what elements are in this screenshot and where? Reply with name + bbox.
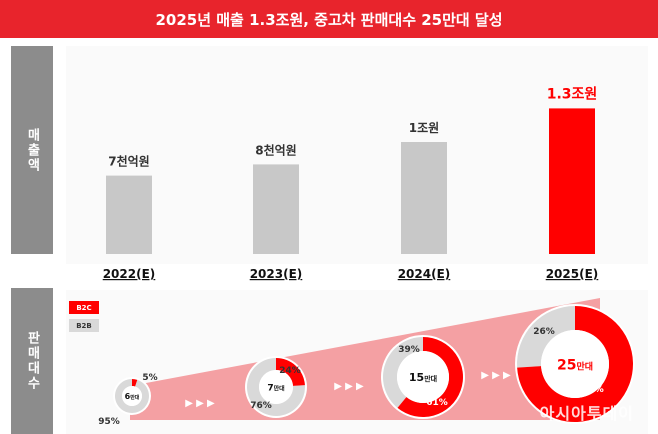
donut-hole — [541, 330, 609, 398]
bar-2022(E) — [106, 175, 152, 254]
donut-pct-label-b2b: 76% — [250, 401, 272, 411]
donut-center-label: 25만대 — [557, 357, 593, 373]
donut-hole — [259, 370, 293, 404]
donut-slice-b2c — [517, 306, 633, 423]
donut-pct-label-b2b: 39% — [398, 345, 420, 355]
donut-slice-b2b — [247, 358, 305, 416]
growth-arrow: ▶ ▶ ▶ — [334, 381, 364, 392]
bar-value-label: 1조원 — [409, 121, 439, 135]
bar-2024(E) — [401, 142, 447, 254]
donut-slice-b2b — [517, 306, 575, 368]
legend-b2b: B2B — [69, 319, 99, 332]
units-section-label: 판매대수 — [11, 288, 53, 434]
donut-pct-label-b2c: 5% — [142, 373, 157, 383]
donut-pct-label-b2b: 26% — [533, 327, 555, 337]
donut-slice-b2b — [383, 337, 423, 408]
donut-hole — [397, 351, 449, 403]
watermark: 아시아투데이 — [539, 404, 634, 423]
donut-center-label: 15만대 — [409, 371, 437, 384]
donut-center-label: 6만대 — [125, 392, 140, 401]
bar-2023(E) — [253, 164, 299, 254]
bar-value-label: 8천억원 — [255, 142, 296, 157]
donut-slice-b2c — [132, 379, 138, 387]
donut-hole — [122, 386, 142, 406]
legend-b2c: B2C — [69, 301, 99, 314]
page-title: 2025년 매출 1.3조원, 중고차 판매대수 25만대 달성 — [0, 0, 658, 38]
x-tick-label: 2024(E) — [398, 267, 451, 281]
donut-pct-label-b2b: 95% — [98, 417, 120, 427]
donut-pct-label-b2c: 24% — [279, 366, 301, 376]
x-tick-label: 2022(E) — [103, 267, 156, 281]
bar-value-label: 7천억원 — [108, 154, 149, 169]
growth-arrow: ▶ ▶ ▶ — [185, 398, 215, 409]
donut-pct-label-b2c: 61% — [426, 398, 448, 408]
donut-center-label: 7만대 — [267, 383, 285, 393]
revenue-section-label: 매출액 — [11, 46, 53, 254]
donut-pct-label-b2c: 74% — [582, 385, 604, 395]
x-tick-label: 2025(E) — [546, 267, 599, 281]
bar-2025(E) — [549, 108, 595, 255]
donut-slice-b2c — [397, 337, 464, 417]
bar-value-label: 1.3조원 — [547, 86, 598, 102]
x-tick-label: 2023(E) — [250, 267, 303, 281]
growth-arrow: ▶ ▶ ▶ — [481, 370, 511, 381]
donut-slice-b2c — [276, 358, 305, 386]
donut-slice-b2b — [114, 379, 149, 413]
